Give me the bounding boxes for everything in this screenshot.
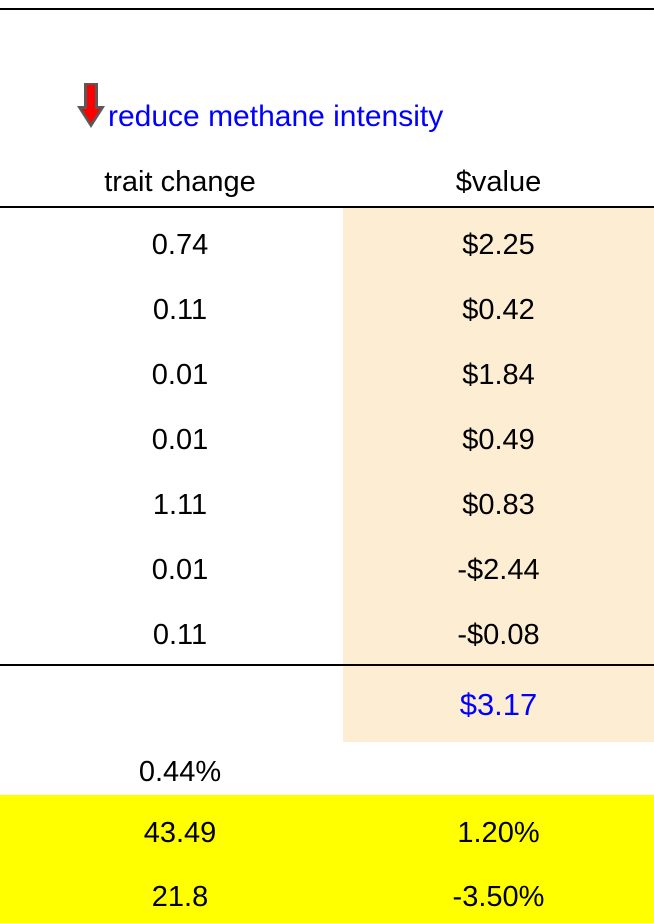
highlight-cell: 43.49 — [143, 817, 217, 849]
highlight-band — [0, 795, 654, 923]
header-rule — [0, 206, 654, 208]
section-title: reduce methane intensity — [108, 100, 444, 133]
value-cell: $0.42 — [462, 294, 535, 326]
value-cell: $1.84 — [462, 359, 535, 391]
total-value: $3.17 — [459, 687, 538, 722]
highlight-cell: -3.50% — [452, 881, 545, 913]
trait-change-cell: 0.11 — [152, 619, 208, 651]
summary-value: 0.44% — [138, 756, 222, 788]
trait-change-cell: 0.11 — [152, 294, 208, 326]
value-column-shading — [343, 208, 654, 742]
value-cell: $0.49 — [462, 424, 535, 456]
down-arrow-icon — [77, 83, 105, 128]
value-cell: $0.83 — [462, 489, 535, 521]
trait-change-cell: 1.11 — [152, 489, 208, 521]
highlight-cell: 1.20% — [457, 817, 540, 849]
value-cell: -$0.08 — [457, 619, 540, 651]
trait-change-cell: 0.01 — [151, 554, 209, 586]
column-header: $value — [455, 166, 542, 198]
highlight-cell: 21.8 — [151, 881, 209, 913]
trait-change-cell: 0.01 — [151, 359, 209, 391]
trait-change-cell: 0.74 — [151, 229, 209, 261]
value-cell: -$2.44 — [457, 554, 540, 586]
value-cell: $2.25 — [462, 229, 535, 261]
trait-change-cell: 0.01 — [151, 424, 209, 456]
top-rule — [0, 8, 654, 10]
total-rule — [0, 664, 654, 666]
column-header: trait change — [104, 166, 256, 198]
